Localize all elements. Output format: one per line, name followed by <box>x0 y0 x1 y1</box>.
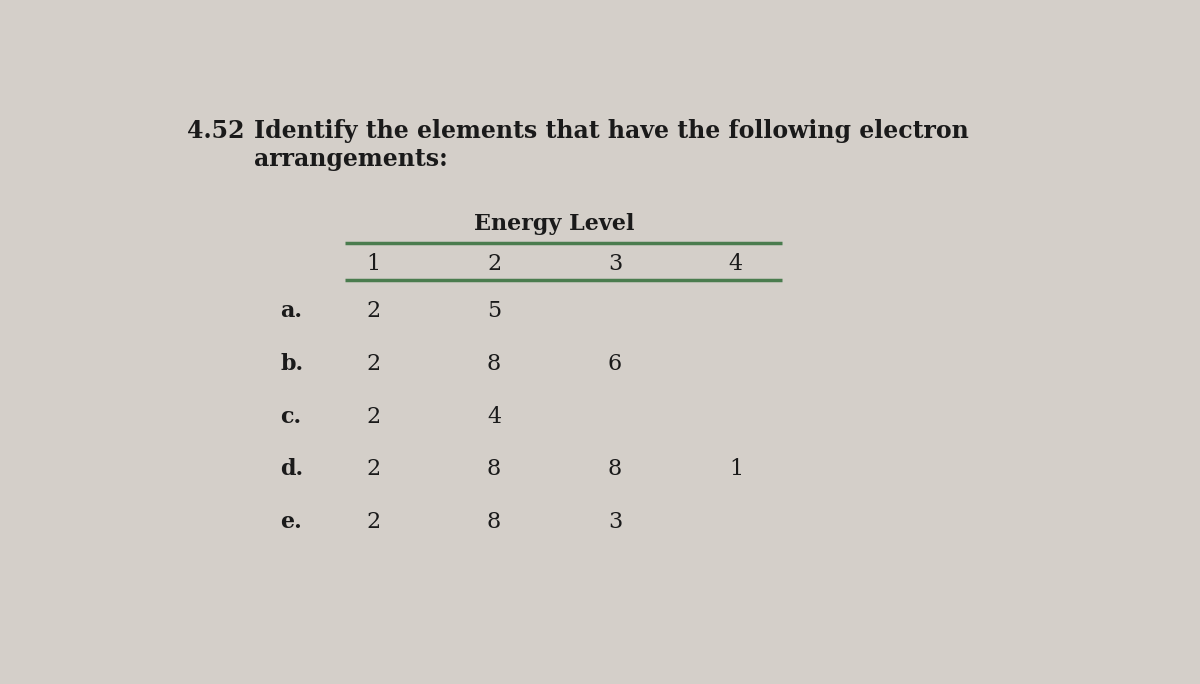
Text: Energy Level: Energy Level <box>474 213 635 235</box>
Text: 1: 1 <box>728 458 743 480</box>
Text: b.: b. <box>281 353 304 375</box>
Text: 8: 8 <box>487 458 502 480</box>
Text: Identify the elements that have the following electron
arrangements:: Identify the elements that have the foll… <box>254 119 968 171</box>
Text: c.: c. <box>281 406 301 428</box>
Text: 2: 2 <box>487 253 502 275</box>
Text: a.: a. <box>281 300 302 322</box>
Text: 2: 2 <box>366 458 380 480</box>
Text: 8: 8 <box>487 511 502 533</box>
Text: 8: 8 <box>608 458 622 480</box>
Text: 6: 6 <box>608 353 622 375</box>
Text: 2: 2 <box>366 406 380 428</box>
Text: 5: 5 <box>487 300 502 322</box>
Text: 2: 2 <box>366 511 380 533</box>
Text: 3: 3 <box>608 253 622 275</box>
Text: d.: d. <box>281 458 304 480</box>
Text: 4: 4 <box>487 406 502 428</box>
Text: 2: 2 <box>366 353 380 375</box>
Text: 4.52: 4.52 <box>187 119 245 143</box>
Text: 8: 8 <box>487 353 502 375</box>
Text: 3: 3 <box>608 511 622 533</box>
Text: e.: e. <box>281 511 302 533</box>
Text: 1: 1 <box>366 253 380 275</box>
Text: 2: 2 <box>366 300 380 322</box>
Text: 4: 4 <box>728 253 743 275</box>
